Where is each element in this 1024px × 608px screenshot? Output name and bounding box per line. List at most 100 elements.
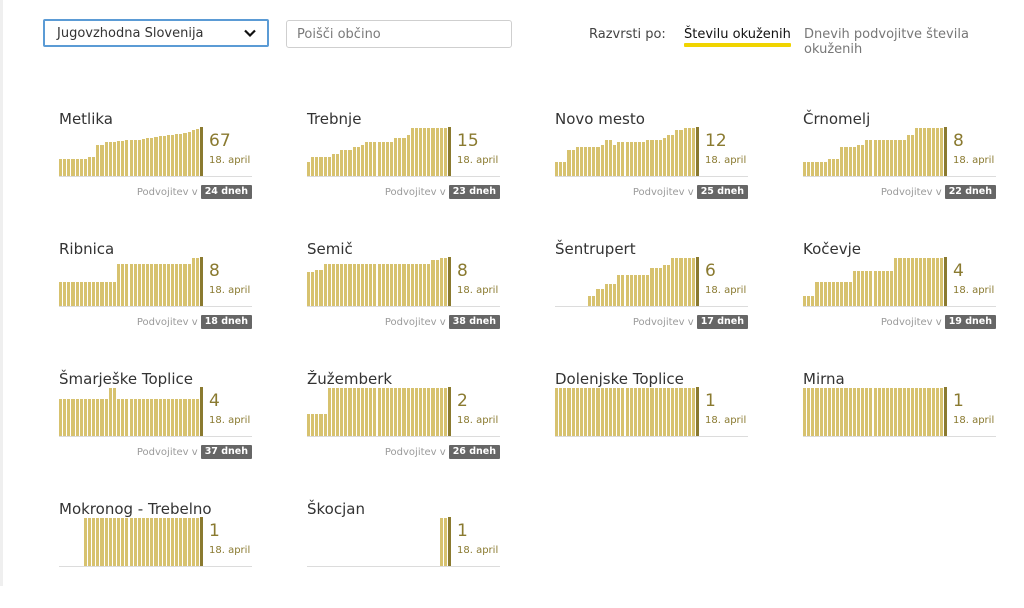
- sort-option-doubling-days[interactable]: Dnevih podvojitve števila okuženih: [804, 27, 969, 57]
- history-bar-chart: [59, 387, 200, 437]
- history-bar: [365, 264, 369, 306]
- history-bar: [563, 162, 567, 176]
- current-day-bar: [200, 127, 203, 177]
- history-bar: [840, 147, 844, 176]
- history-bar: [621, 142, 625, 176]
- history-bar: [675, 258, 679, 306]
- history-bar: [435, 260, 439, 306]
- current-day-bar: [200, 387, 203, 437]
- history-bar: [315, 414, 319, 436]
- history-bar: [869, 140, 873, 176]
- history-bar: [195, 518, 199, 566]
- history-bar: [154, 399, 158, 436]
- history-bar: [336, 264, 340, 306]
- history-bar: [104, 518, 108, 566]
- sort-option-infected-count[interactable]: Številu okuženih: [684, 27, 791, 47]
- municipality-card: Dolenjske Toplice 1 18. april: [555, 370, 748, 478]
- history-bar: [613, 284, 617, 306]
- history-bar: [83, 518, 88, 566]
- history-bar-chart: [59, 257, 200, 307]
- history-bar: [914, 388, 919, 436]
- history-bar: [311, 272, 315, 306]
- history-bar: [129, 140, 133, 176]
- history-bar: [844, 147, 848, 176]
- history-bar: [410, 388, 414, 436]
- doubling-badge: 18 dneh: [200, 315, 252, 329]
- history-bar-chart: [555, 127, 696, 177]
- history-bar: [890, 140, 894, 176]
- history-bar: [815, 388, 819, 436]
- municipality-name: Trebnje: [307, 110, 362, 128]
- history-bar: [137, 140, 141, 176]
- history-bar: [166, 264, 170, 306]
- history-bar: [637, 275, 642, 306]
- history-bar: [832, 282, 836, 306]
- doubling-badge: 19 dneh: [944, 315, 996, 329]
- history-bar: [877, 388, 881, 436]
- history-bar: [935, 258, 939, 306]
- history-bar: [629, 388, 633, 436]
- history-bar: [836, 282, 840, 306]
- current-day-bar: [944, 257, 947, 307]
- history-bar: [96, 399, 100, 436]
- history-bar: [175, 134, 179, 176]
- history-bar: [625, 275, 629, 306]
- history-bar: [133, 399, 137, 436]
- current-day-bar: [448, 127, 451, 177]
- history-bar: [179, 264, 183, 306]
- history-bar: [592, 296, 596, 306]
- history-bar: [650, 388, 654, 436]
- history-bar: [398, 388, 402, 436]
- doubling-info: Podvojitev v 24 dneh: [137, 185, 252, 199]
- history-bar: [125, 140, 129, 176]
- municipality-name: Mirna: [803, 370, 845, 388]
- history-bar: [642, 388, 646, 436]
- history-bar: [356, 388, 360, 436]
- case-date: 18. april: [953, 285, 995, 296]
- history-bar: [373, 388, 377, 436]
- history-bar: [59, 399, 63, 436]
- history-bar: [832, 388, 836, 436]
- history-bar: [898, 140, 902, 176]
- sort-label: Razvrsti po:: [589, 27, 666, 42]
- history-bar: [88, 282, 92, 306]
- history-bar: [596, 388, 600, 436]
- case-date: 18. april: [457, 415, 499, 426]
- current-day-bar: [944, 387, 947, 437]
- history-bar: [885, 271, 890, 306]
- history-bar: [414, 128, 418, 176]
- chevron-down-icon: [244, 29, 256, 38]
- doubling-label: Podvojitev v: [136, 316, 198, 328]
- history-bar: [691, 388, 695, 436]
- history-bar: [83, 159, 88, 176]
- history-bar: [331, 264, 336, 306]
- current-day-bar: [696, 387, 699, 437]
- history-bar: [319, 270, 323, 306]
- history-bar: [431, 388, 435, 436]
- history-bar: [104, 399, 108, 436]
- history-bar: [141, 518, 146, 566]
- municipality-card: Šentrupert 6 18. april Podvojitev v 17 dneh: [555, 240, 748, 348]
- history-bar: [133, 140, 137, 176]
- history-bar: [823, 162, 827, 176]
- history-bar: [327, 157, 331, 176]
- chart-baseline: [200, 306, 252, 307]
- doubling-info: Podvojitev v 18 dneh: [137, 315, 252, 329]
- history-bar: [423, 388, 427, 436]
- history-bar: [191, 258, 195, 306]
- history-bar: [96, 282, 100, 306]
- history-bar: [662, 388, 666, 436]
- municipality-search-input[interactable]: [286, 20, 512, 48]
- history-bar: [398, 138, 402, 176]
- history-bar: [902, 258, 906, 306]
- history-bar: [117, 141, 121, 176]
- history-bar: [939, 388, 943, 436]
- history-bar: [175, 264, 179, 306]
- history-bar: [571, 388, 575, 436]
- case-count: 15: [457, 131, 479, 151]
- doubling-info: Podvojitev v 23 dneh: [385, 185, 500, 199]
- history-bar: [133, 518, 137, 566]
- region-select[interactable]: Jugovzhodna Slovenija: [43, 19, 269, 47]
- doubling-badge: 24 dneh: [200, 185, 252, 199]
- history-bar: [629, 275, 633, 306]
